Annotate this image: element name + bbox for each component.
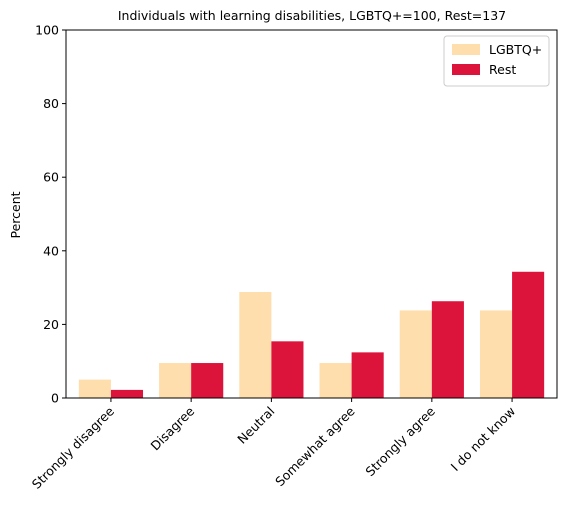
y-tick-label-2: 40 [43,243,59,258]
y-tick-label-5: 100 [35,23,59,38]
bar-lgbtq-4 [399,310,432,398]
bars-group [78,271,545,398]
x-tick-label-0: Strongly disagree [29,403,117,491]
bar-lgbtq-0 [78,379,111,398]
y-tick-label-1: 20 [43,317,59,332]
bar-rest-2 [271,341,304,398]
x-tick-label-4: Strongly agree [362,403,438,479]
y-tick-label-4: 80 [43,96,59,111]
plot-frame [65,29,558,399]
y-axis: 0 20 40 60 80 100 [35,23,66,406]
x-tick-label-3: Somewhat agree [272,403,358,489]
bar-rest-4 [431,301,464,398]
x-axis: Strongly disagree Disagree NeutralSomewhat… [29,398,518,492]
chart-title: Individuals with learning disabilities, … [118,8,506,23]
legend-label-0: LGBTQ+ [489,42,542,57]
x-tick-label-1: Disagree [147,403,197,453]
legend-swatch-1 [452,64,480,75]
bar-rest-0 [110,389,144,398]
y-axis-label: Percent [8,191,23,238]
bar-lgbtq-2 [239,292,272,398]
y-tick-label-3: 60 [43,170,59,185]
bar-rest-1 [191,363,224,398]
legend: LGBTQ+ Rest [443,35,550,87]
legend-swatch-0 [452,44,480,55]
bar-lgbtq-3 [319,363,352,398]
bar-lgbtq-1 [159,363,192,398]
bar-rest-5 [512,271,545,398]
bar-lgbtq-5 [479,310,513,398]
legend-label-1: Rest [489,62,516,77]
y-tick-label-0: 0 [51,391,59,406]
x-tick-label-2: Neutral [234,404,277,447]
x-tick-label-5: I do not know [448,404,519,475]
bar-rest-3 [351,352,384,398]
